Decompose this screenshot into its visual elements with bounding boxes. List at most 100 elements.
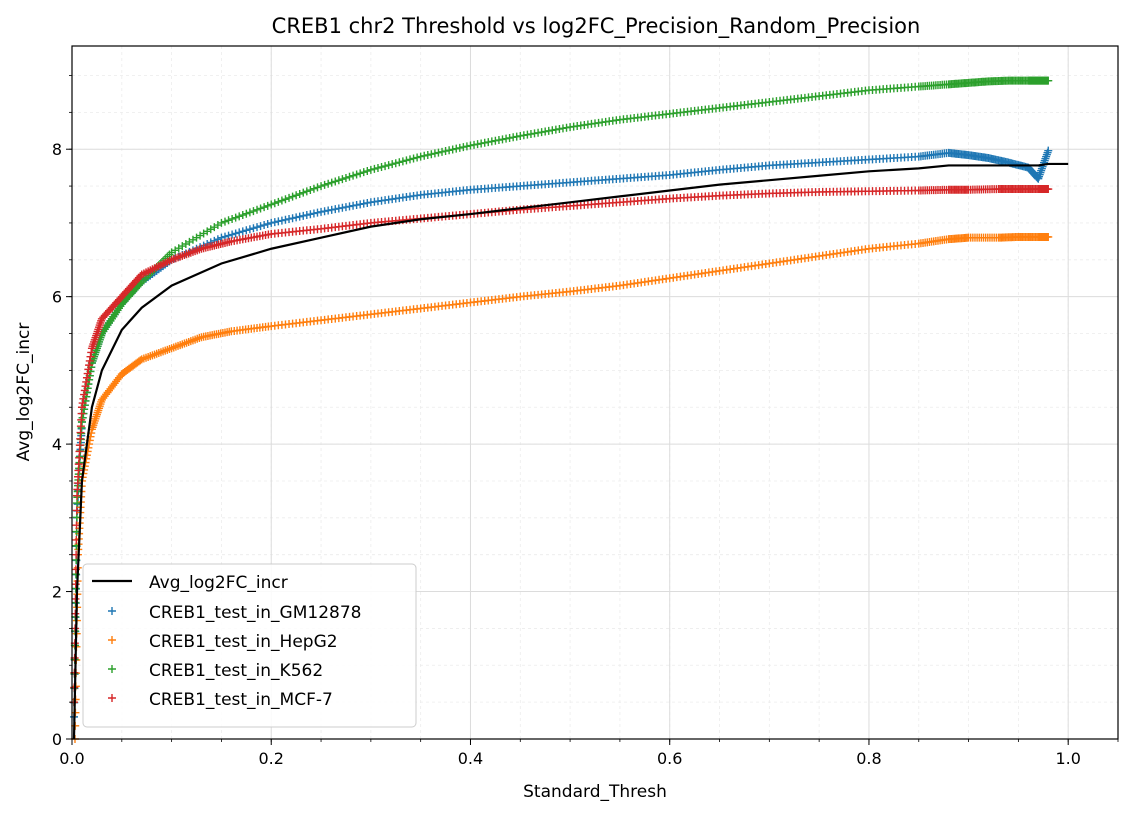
x-tick-label: 0.8: [856, 749, 881, 768]
scatter-point: [356, 169, 365, 178]
scatter-point: [263, 219, 272, 228]
avg-line: [72, 162, 1069, 740]
scatter-point: [136, 279, 145, 288]
scatter-point: [85, 361, 94, 370]
scatter-point: [384, 161, 393, 170]
scatter-point: [299, 211, 308, 220]
scatter-point: [1044, 232, 1053, 241]
x-tick-label: 1.0: [1055, 749, 1080, 768]
scatter-point: [292, 213, 301, 222]
scatter-point: [391, 159, 400, 168]
scatter-point: [285, 193, 294, 202]
legend-label: CREB1_test_in_HepG2: [149, 632, 338, 652]
scatter-point: [267, 218, 276, 227]
scatter-series-3: [69, 185, 1053, 707]
legend-box: [82, 563, 417, 728]
scatter-point: [309, 209, 318, 218]
scatter-point: [242, 226, 251, 235]
x-tick-label: 0.0: [59, 749, 84, 768]
plot-frame: [71, 45, 1119, 740]
y-tick-label: 4: [52, 435, 62, 454]
scatter-point: [288, 192, 297, 201]
scatter-point: [80, 390, 89, 399]
scatter-point: [87, 348, 96, 357]
scatter-point: [72, 506, 81, 515]
scatter-point: [370, 164, 379, 173]
scatter-point: [327, 178, 336, 187]
scatter-point: [228, 214, 237, 223]
legend-plus-marker: [108, 665, 116, 673]
scatter-point: [302, 211, 311, 220]
scatter-point: [78, 399, 87, 408]
legend-label: CREB1_test_in_MCF-7: [149, 690, 333, 710]
scatter-point: [459, 143, 468, 152]
scatter-point: [249, 224, 258, 233]
scatter-point: [228, 230, 237, 239]
scatter-point: [277, 196, 286, 205]
y-tick-label: 2: [52, 583, 62, 602]
scatter-series-2: [69, 76, 1053, 707]
scatter-point: [71, 609, 80, 618]
scatter-point: [285, 214, 294, 223]
scatter-point: [359, 168, 368, 177]
scatter-point: [238, 211, 247, 220]
scatter-point: [270, 218, 279, 227]
scatter-point: [402, 156, 411, 165]
scatter-point: [82, 373, 91, 382]
scatter-point: [274, 217, 283, 226]
scatter-point: [427, 150, 436, 159]
scatter-point: [388, 160, 397, 169]
scatter-point: [292, 191, 301, 200]
scatter-point: [430, 149, 439, 158]
scatter-point: [398, 157, 407, 166]
scatter-point: [324, 179, 333, 188]
scatter-point: [295, 189, 304, 198]
tick-layer: 0.0 0.2 0.4 0.6 0.8 1.0 0 2 4 6 8: [52, 75, 1119, 768]
scatter-point: [438, 147, 447, 156]
scatter-point: [352, 170, 361, 179]
scatter-point: [395, 158, 404, 167]
scatter-point: [245, 225, 254, 234]
scatter-point: [83, 369, 92, 378]
scatter-point: [84, 365, 93, 374]
scatter-point: [260, 203, 269, 212]
y-tick-label: 6: [52, 288, 62, 307]
scatter-point: [85, 356, 94, 365]
scatter-point: [349, 171, 358, 180]
legend-plus-marker: [108, 636, 116, 644]
scatter-series-1: [70, 232, 1053, 743]
scatter-point: [373, 163, 382, 172]
scatter-point: [423, 151, 432, 160]
scatter-point: [231, 213, 240, 222]
scatter-point: [277, 216, 286, 225]
scatter-point: [1044, 185, 1053, 194]
scatter-point: [253, 223, 262, 232]
scatter-point: [213, 235, 222, 244]
scatter-point: [416, 152, 425, 161]
scatter-point: [313, 183, 322, 192]
scatter-point: [77, 403, 86, 412]
scatter-point: [366, 165, 375, 174]
scatter-point: [260, 221, 269, 230]
scatter-point: [231, 229, 240, 238]
scatter-point: [317, 182, 326, 191]
scatter-point: [345, 172, 354, 181]
scatter-point: [249, 207, 258, 216]
scatter-point: [445, 146, 454, 155]
scatter-point: [441, 147, 450, 156]
scatter-point: [320, 180, 329, 189]
legend-plus-marker: [108, 694, 116, 702]
scatter-point: [302, 187, 311, 196]
scatter-point: [82, 377, 91, 386]
scatter-point: [1044, 76, 1053, 85]
scatter-point: [341, 173, 350, 182]
scatter-point: [434, 148, 443, 157]
scatter-point: [224, 231, 233, 240]
scatter-point: [235, 228, 244, 237]
scatter-point: [409, 154, 418, 163]
scatter-point: [313, 208, 322, 217]
scatter-point: [413, 153, 422, 162]
scatter-point: [288, 214, 297, 223]
scatter-point: [245, 208, 254, 217]
